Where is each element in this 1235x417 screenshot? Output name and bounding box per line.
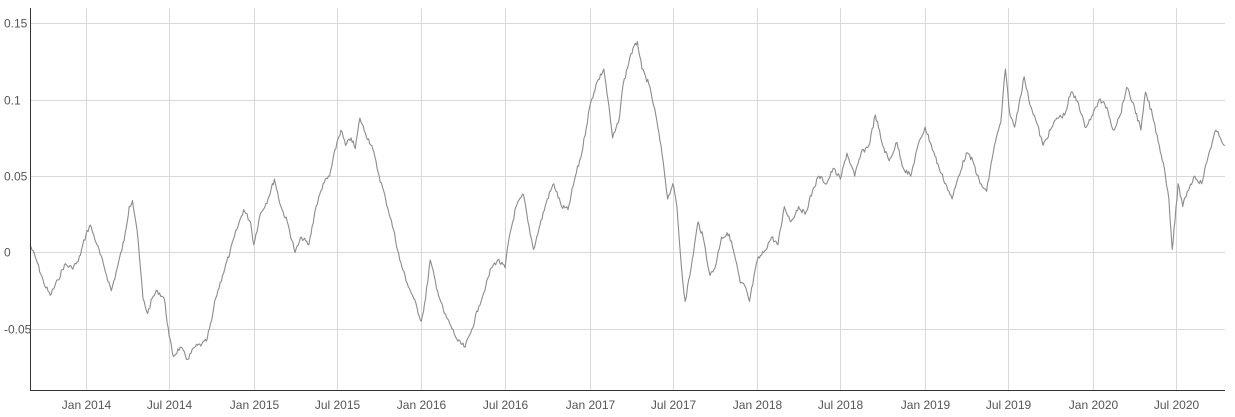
x-tick-label: Jul 2016 bbox=[483, 398, 529, 412]
x-tick-label: Jan 2020 bbox=[1069, 398, 1119, 412]
axis-layer bbox=[30, 8, 1225, 391]
x-tick-label: Jan 2018 bbox=[733, 398, 783, 412]
x-tick-label: Jul 2018 bbox=[818, 398, 864, 412]
x-tick-label: Jul 2020 bbox=[1154, 398, 1200, 412]
series-layer bbox=[29, 41, 1226, 360]
x-tick-label: Jan 2017 bbox=[566, 398, 616, 412]
y-tick-label: 0.15 bbox=[4, 17, 28, 31]
x-tick-label: Jul 2015 bbox=[315, 398, 361, 412]
y-tick-label: -0.05 bbox=[4, 323, 32, 337]
label-layer: 0.15 0.1 0.05 0 -0.05 Jan 2014 Jul 2014 Jan 201… bbox=[4, 17, 1200, 413]
x-tick-label: Jan 2016 bbox=[397, 398, 447, 412]
series-line bbox=[29, 41, 1226, 360]
x-tick-label: Jul 2014 bbox=[147, 398, 193, 412]
x-tick-label: Jan 2014 bbox=[62, 398, 112, 412]
y-tick-label: 0 bbox=[4, 246, 11, 260]
x-tick-label: Jan 2019 bbox=[901, 398, 951, 412]
x-tick-label: Jan 2015 bbox=[230, 398, 280, 412]
y-tick-label: 0.1 bbox=[4, 94, 21, 108]
x-tick-label: Jul 2017 bbox=[651, 398, 697, 412]
grid-layer bbox=[30, 8, 1225, 390]
y-tick-label: 0.05 bbox=[4, 170, 28, 184]
x-tick-label: Jul 2019 bbox=[986, 398, 1032, 412]
